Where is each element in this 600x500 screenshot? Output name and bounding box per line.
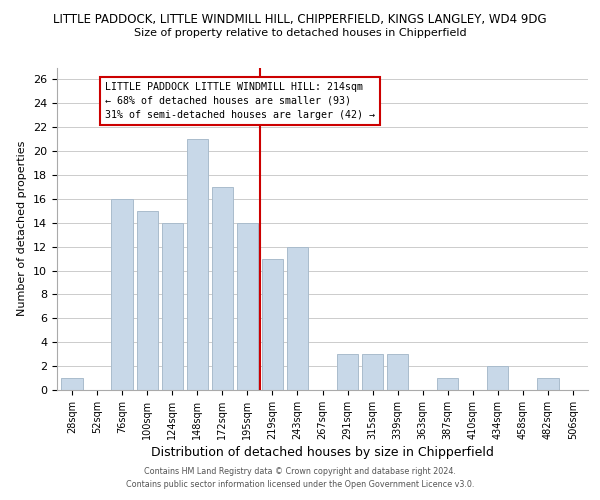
- Bar: [137, 211, 158, 390]
- Text: LITTLE PADDOCK, LITTLE WINDMILL HILL, CHIPPERFIELD, KINGS LANGLEY, WD4 9DG: LITTLE PADDOCK, LITTLE WINDMILL HILL, CH…: [53, 12, 547, 26]
- Bar: [212, 187, 233, 390]
- Bar: [112, 199, 133, 390]
- Text: Contains public sector information licensed under the Open Government Licence v3: Contains public sector information licen…: [126, 480, 474, 489]
- Bar: [187, 139, 208, 390]
- Bar: [287, 246, 308, 390]
- Text: Size of property relative to detached houses in Chipperfield: Size of property relative to detached ho…: [134, 28, 466, 38]
- Bar: [387, 354, 408, 390]
- Bar: [161, 223, 183, 390]
- Bar: [362, 354, 383, 390]
- Text: LITTLE PADDOCK LITTLE WINDMILL HILL: 214sqm
← 68% of detached houses are smaller: LITTLE PADDOCK LITTLE WINDMILL HILL: 214…: [104, 82, 374, 120]
- Bar: [537, 378, 559, 390]
- Bar: [337, 354, 358, 390]
- Bar: [487, 366, 508, 390]
- X-axis label: Distribution of detached houses by size in Chipperfield: Distribution of detached houses by size …: [151, 446, 494, 459]
- Bar: [437, 378, 458, 390]
- Bar: [237, 223, 258, 390]
- Y-axis label: Number of detached properties: Number of detached properties: [17, 141, 28, 316]
- Text: Contains HM Land Registry data © Crown copyright and database right 2024.: Contains HM Land Registry data © Crown c…: [144, 467, 456, 476]
- Bar: [262, 258, 283, 390]
- Bar: [61, 378, 83, 390]
